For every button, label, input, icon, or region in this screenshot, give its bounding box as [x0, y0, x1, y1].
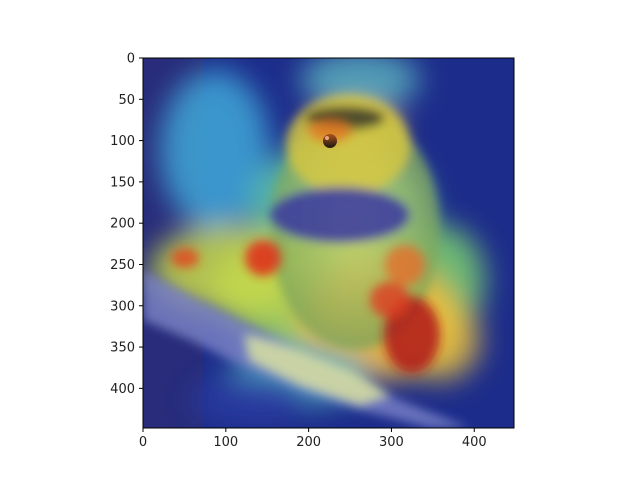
y-tick-label: 0 — [127, 52, 135, 67]
y-tick-label: 250 — [110, 258, 135, 273]
y-tick-label: 400 — [110, 382, 135, 397]
y-tick-label: 50 — [118, 93, 135, 108]
x-tick-label: 0 — [139, 435, 147, 450]
hot-spots — [171, 118, 440, 373]
heatmap-image — [143, 58, 514, 428]
axes-frame — [142, 57, 515, 429]
y-tick-label: 300 — [110, 299, 135, 314]
y-tick-label: 100 — [110, 134, 135, 149]
y-tick-label: 200 — [110, 217, 135, 232]
x-tick-label: 200 — [296, 435, 321, 450]
branch — [143, 270, 470, 428]
y-tick-label: 350 — [110, 341, 135, 356]
x-tick-label: 400 — [462, 435, 487, 450]
y-tick-label: 150 — [110, 175, 135, 190]
y-axis: 0 50 100 150 200 250 300 350 400 — [110, 52, 143, 397]
x-axis: 0 100 200 300 400 — [139, 428, 487, 450]
x-tick-label: 100 — [213, 435, 238, 450]
x-tick-label: 300 — [379, 435, 404, 450]
